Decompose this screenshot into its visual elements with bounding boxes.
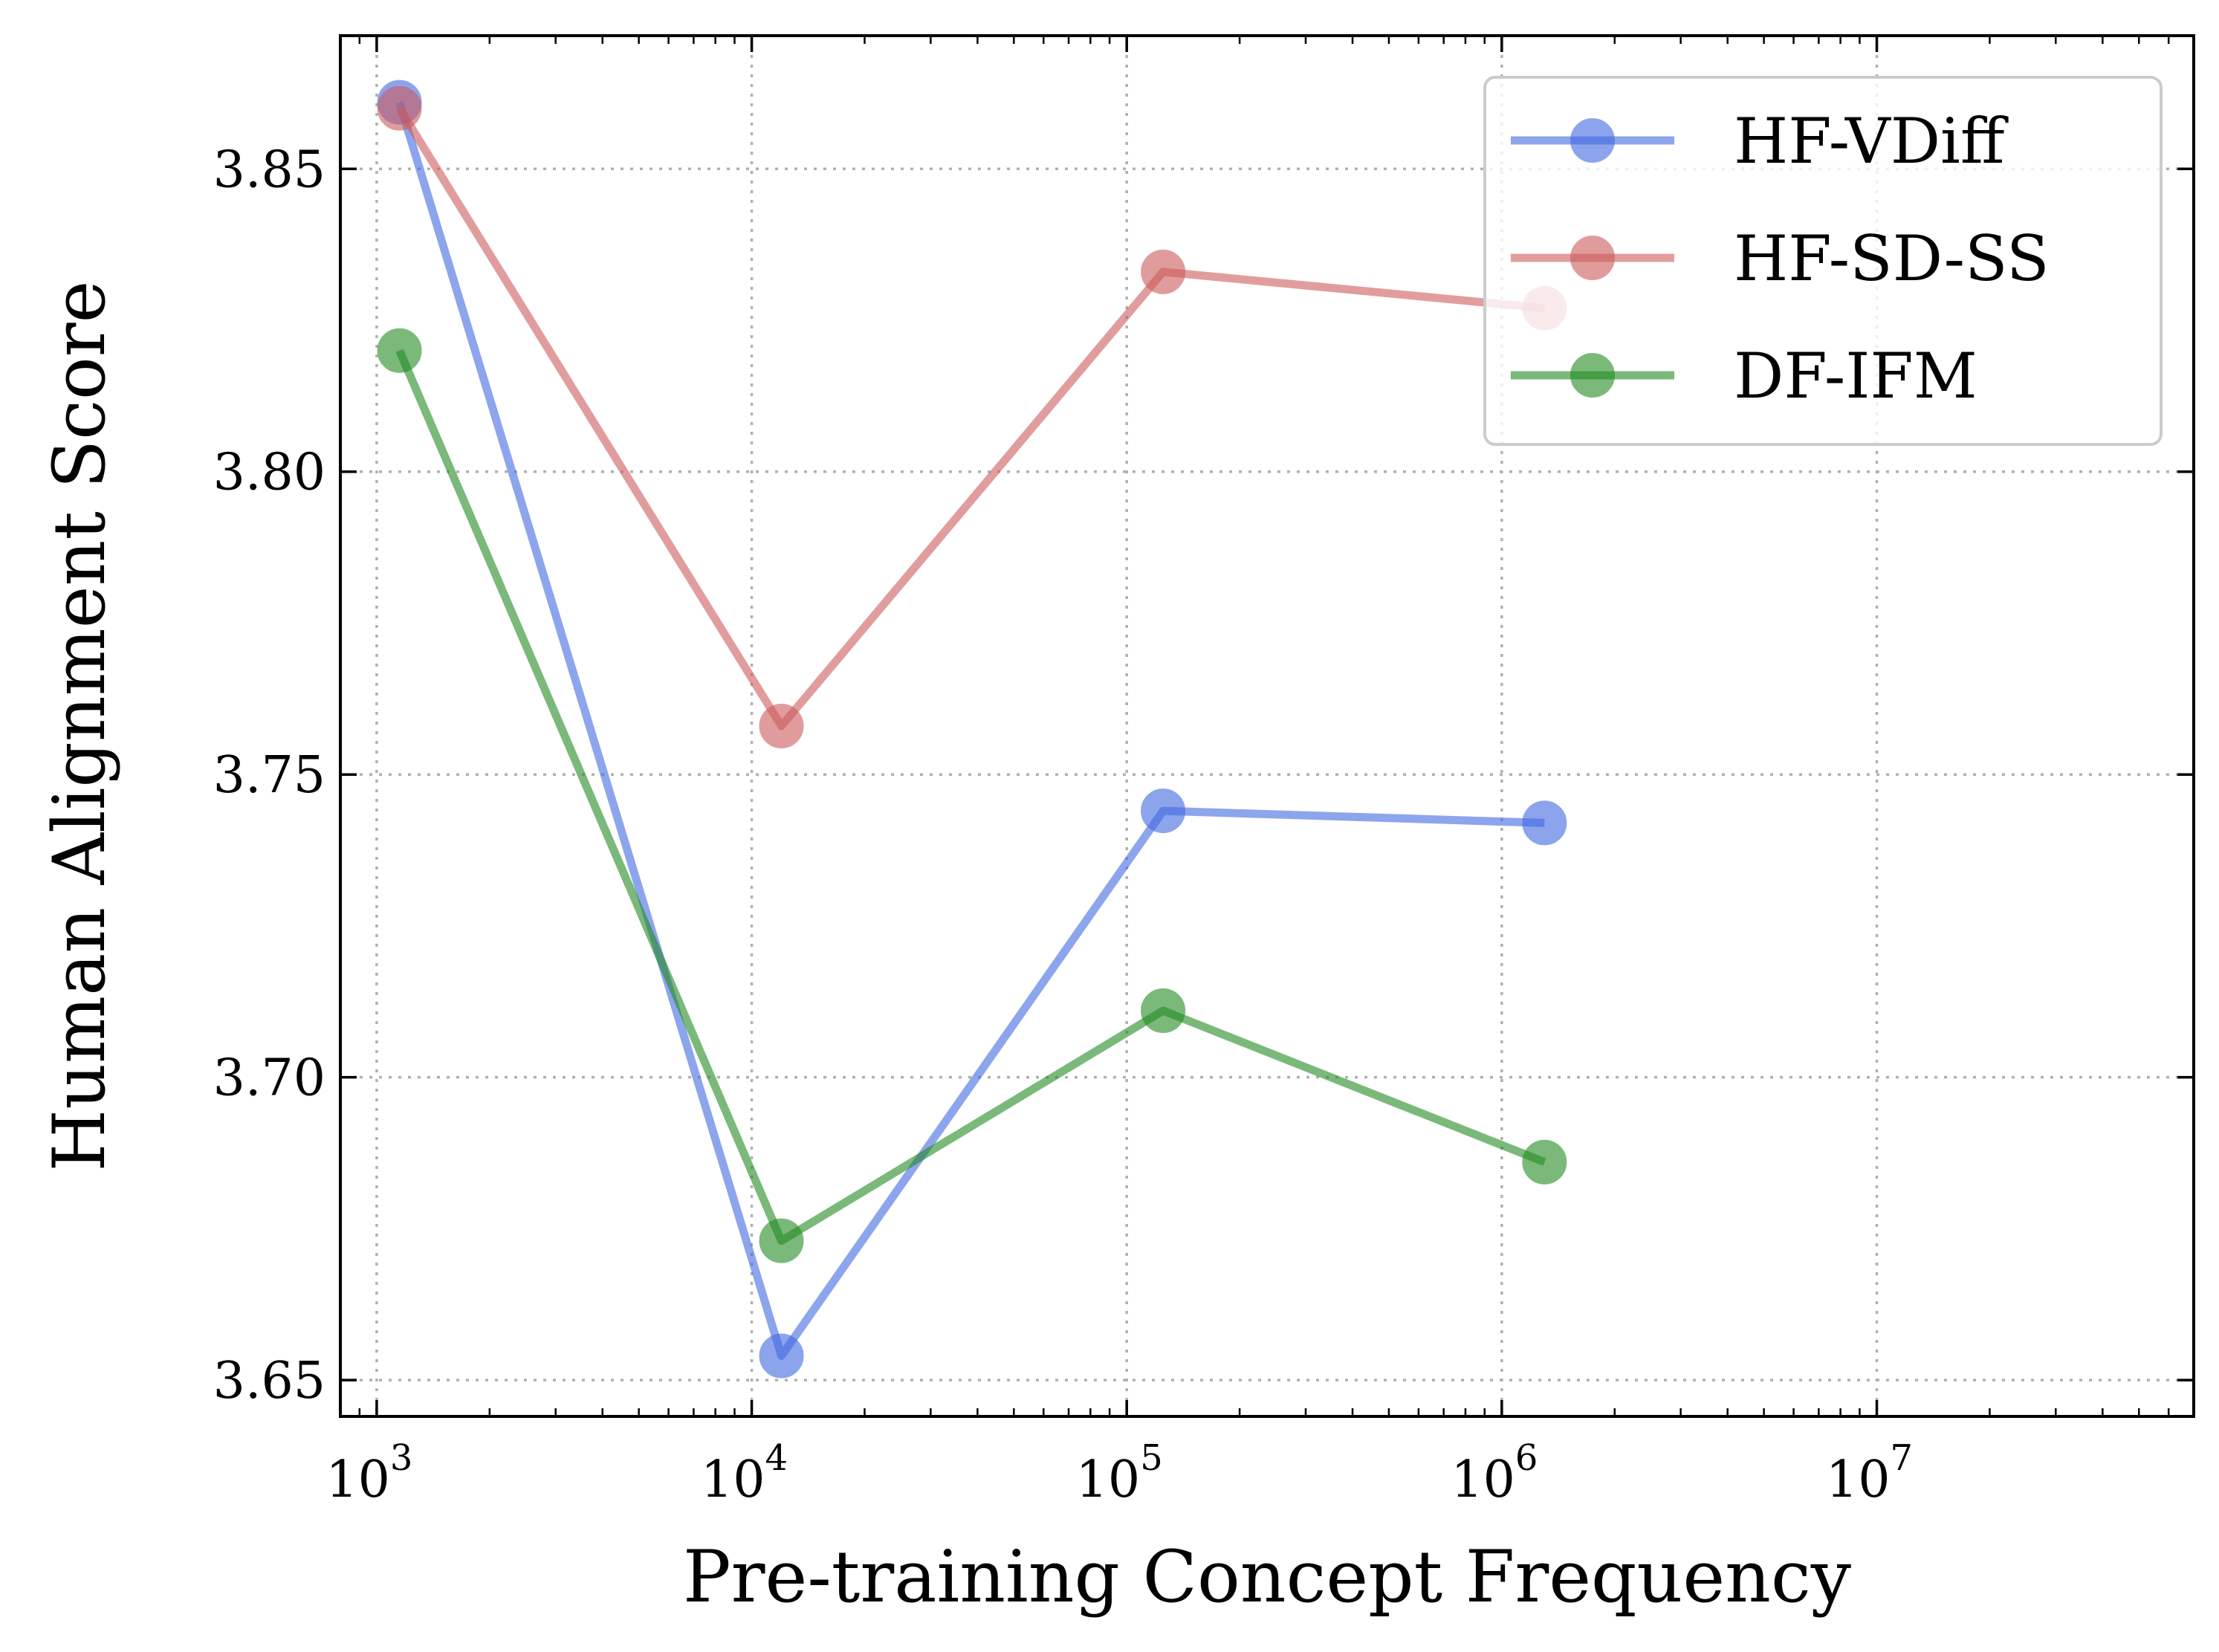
data-point — [1141, 988, 1186, 1034]
x-axis-label: Pre-training Concept Frequency — [683, 1535, 1851, 1619]
legend-frame — [1483, 76, 2163, 446]
x-tick-base: 10 — [1451, 1451, 1515, 1509]
series-layer — [377, 80, 1567, 1379]
y-tick-label: 3.85 — [213, 140, 325, 199]
y-tick-label: 3.80 — [213, 444, 325, 502]
series-line — [395, 106, 1545, 731]
x-tick-base: 10 — [1076, 1451, 1141, 1509]
x-tick-label: 106 — [1451, 1437, 1538, 1509]
series-line — [395, 100, 1545, 1360]
plot-frame — [339, 34, 2195, 1418]
x-tick-exponent: 5 — [1140, 1437, 1163, 1479]
x-tick-base: 10 — [1826, 1451, 1891, 1509]
data-point — [1141, 788, 1186, 834]
x-tick-base: 10 — [701, 1451, 765, 1509]
x-tick-label: 105 — [1076, 1437, 1163, 1509]
x-tick-label: 103 — [325, 1437, 412, 1509]
y-tick-label: 3.75 — [213, 746, 325, 805]
legend-label: HF-SD-SS — [1734, 222, 2050, 295]
legend-item: HF-VDiff — [1511, 105, 2009, 178]
series-hf-vdiff — [377, 80, 1567, 1379]
legend-item: DF-IFM — [1511, 340, 1977, 412]
x-tick-exponent: 4 — [765, 1437, 788, 1479]
data-point — [1522, 1139, 1567, 1185]
legend-marker — [1570, 236, 1615, 280]
data-point — [759, 1218, 804, 1263]
legend: HF-VDiff HF-SD-SS DF-IFM — [1483, 76, 2163, 446]
legend-item: HF-SD-SS — [1511, 222, 2050, 295]
series-line — [395, 349, 1546, 1246]
legend-label: DF-IFM — [1734, 340, 1977, 412]
x-tick-base: 10 — [325, 1451, 390, 1509]
data-point — [1141, 249, 1186, 294]
legend-marker — [1570, 118, 1615, 163]
legend-label: HF-VDiff — [1734, 105, 2009, 178]
y-tick-label: 3.65 — [213, 1352, 325, 1410]
x-tick-label: 104 — [701, 1437, 788, 1509]
x-tick-exponent: 3 — [390, 1437, 413, 1479]
data-point — [377, 85, 422, 131]
y-axis-label: Human Alignment Score — [38, 281, 121, 1172]
legend-marker — [1570, 353, 1615, 398]
x-tick-label: 107 — [1826, 1437, 1913, 1509]
x-tick-exponent: 6 — [1515, 1437, 1538, 1479]
data-point — [759, 704, 804, 748]
grid — [340, 36, 2194, 1416]
data-point — [759, 1333, 804, 1379]
series-df-ifm — [377, 328, 1567, 1263]
y-tick-label: 3.70 — [213, 1049, 325, 1108]
series-hf-sd-ss — [377, 85, 1567, 748]
x-tick-exponent: 7 — [1891, 1437, 1914, 1479]
data-point — [377, 328, 422, 373]
data-point — [1522, 800, 1567, 846]
